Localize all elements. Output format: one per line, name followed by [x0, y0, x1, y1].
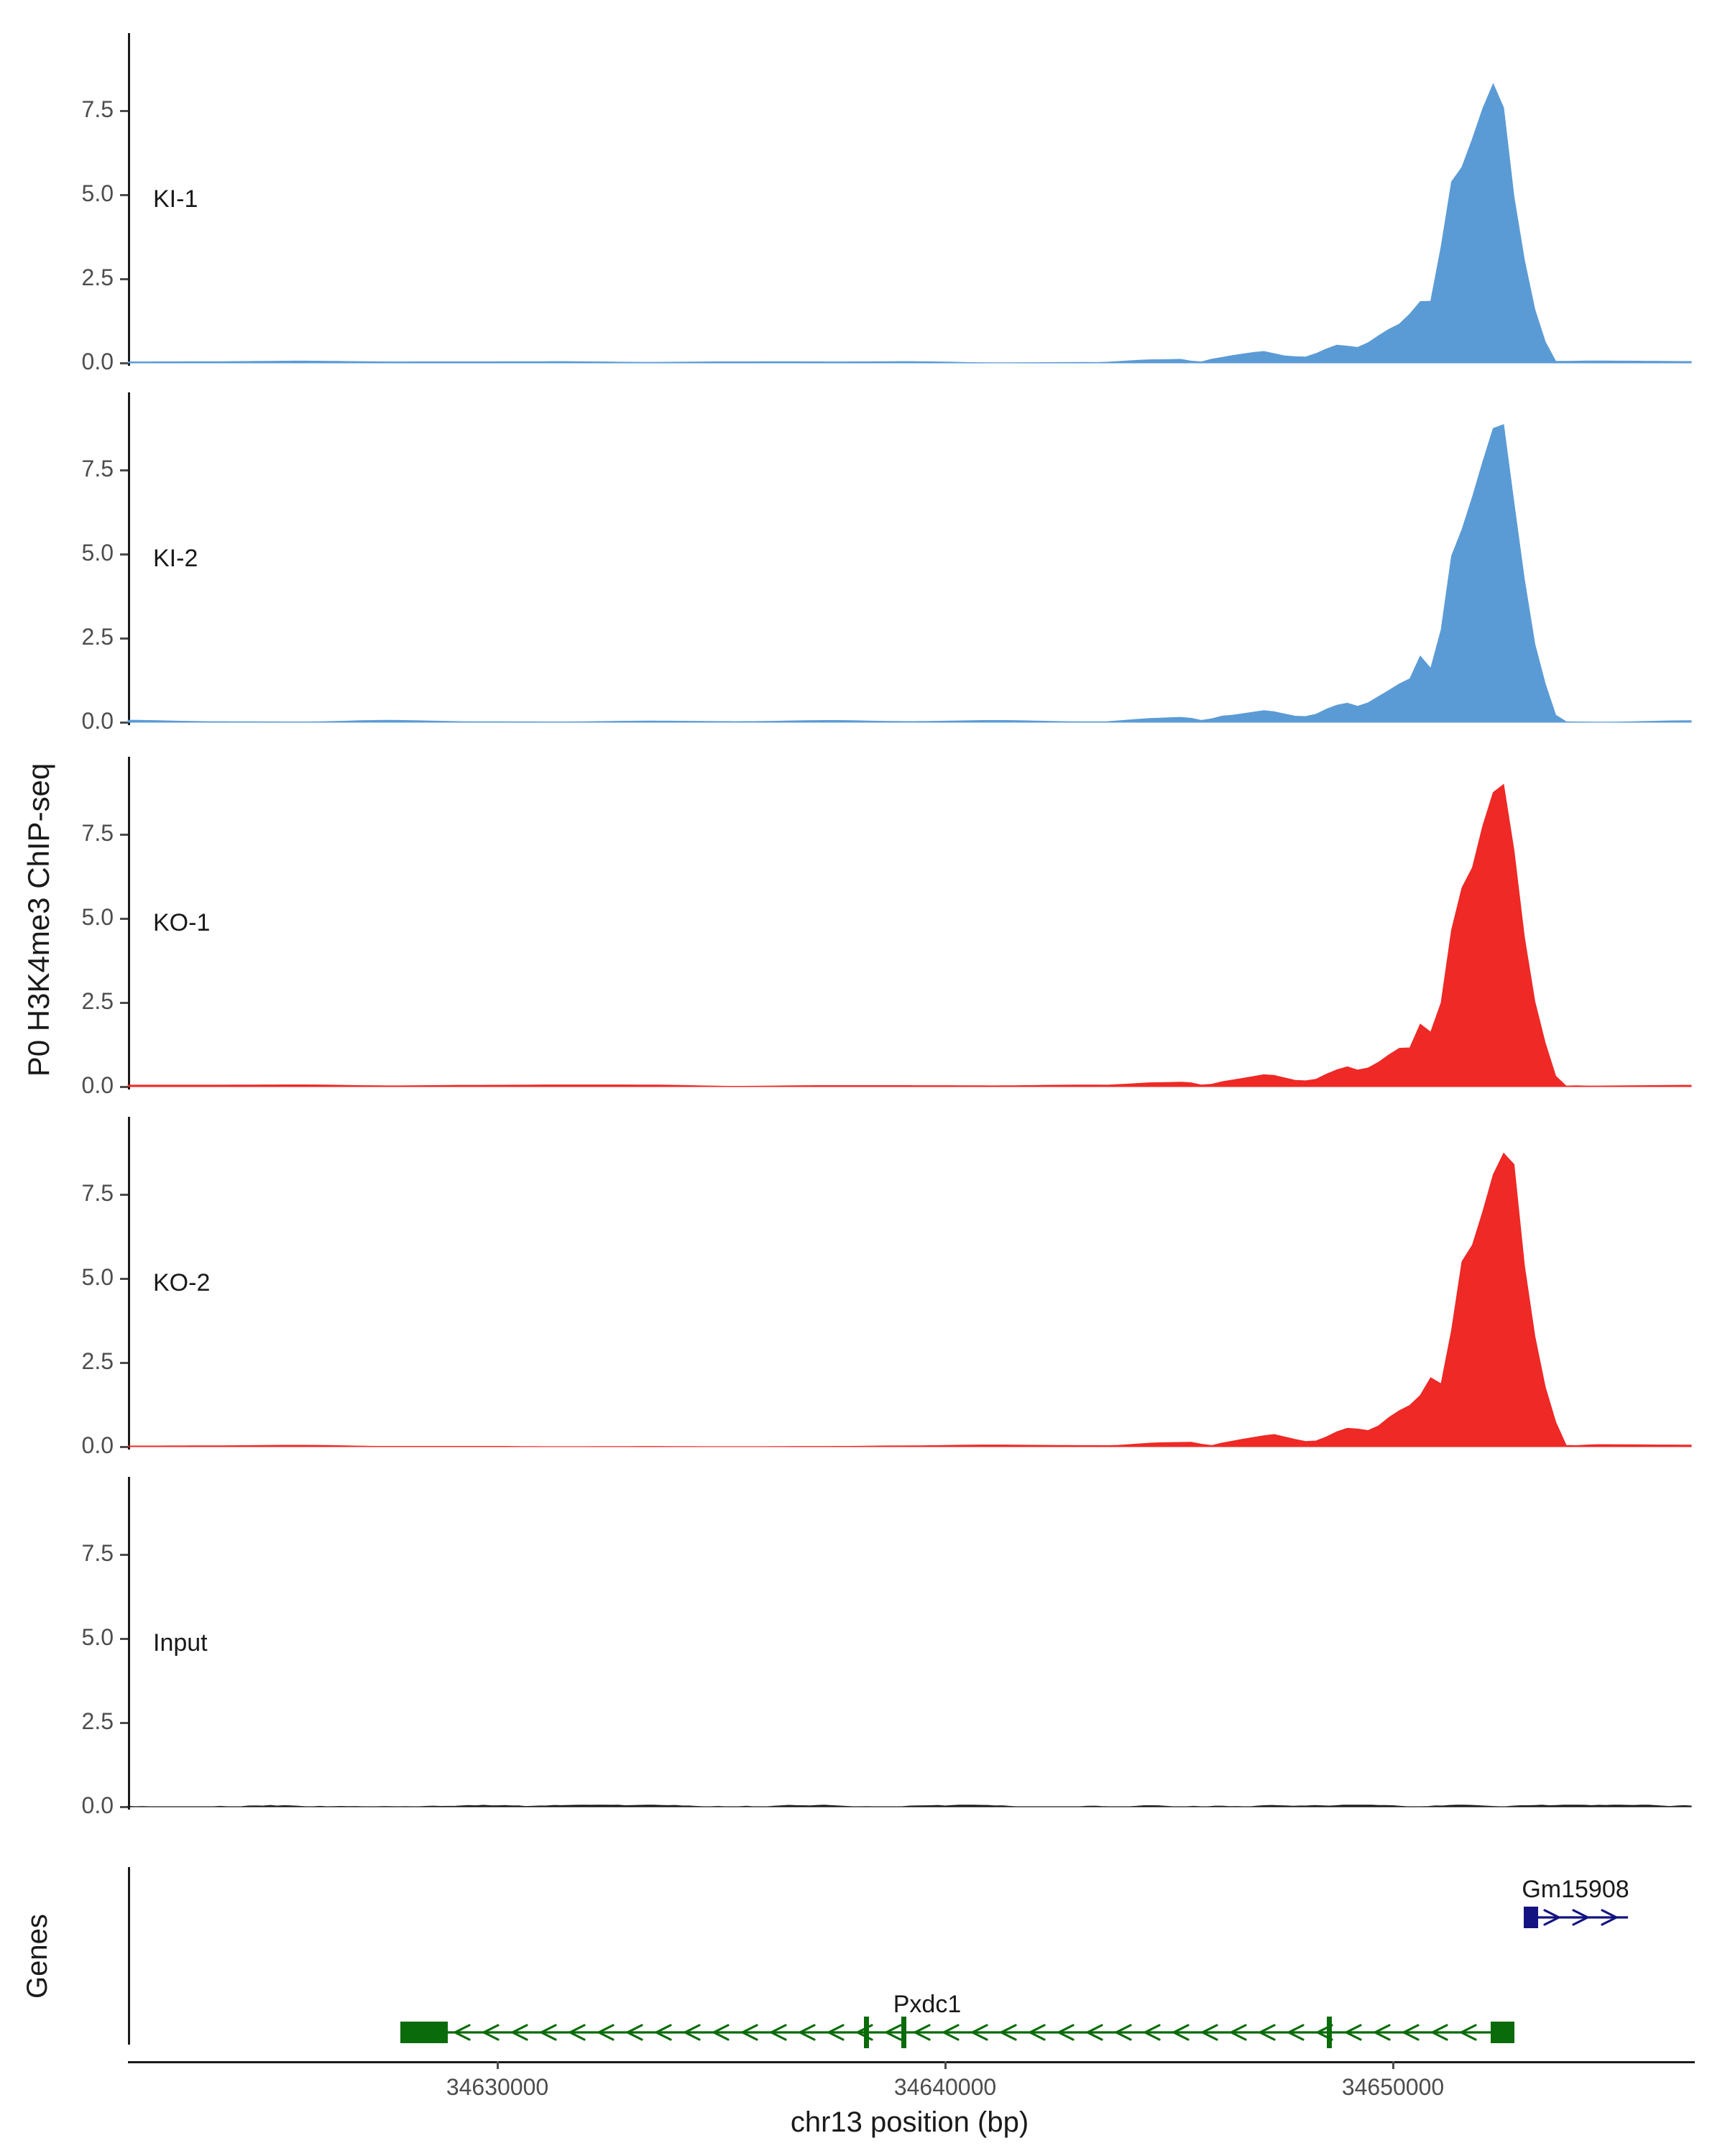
- svg-text:Gm15908: Gm15908: [1522, 1876, 1629, 1903]
- svg-text:Pxdc1: Pxdc1: [893, 1991, 962, 2018]
